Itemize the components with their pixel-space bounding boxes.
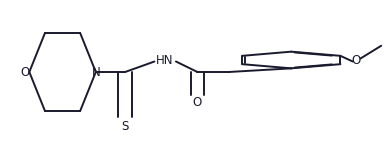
- Text: N: N: [91, 66, 100, 78]
- Text: O: O: [193, 96, 202, 108]
- Text: HN: HN: [156, 54, 173, 66]
- Text: O: O: [20, 66, 29, 78]
- Text: S: S: [122, 120, 129, 132]
- Text: O: O: [351, 54, 361, 66]
